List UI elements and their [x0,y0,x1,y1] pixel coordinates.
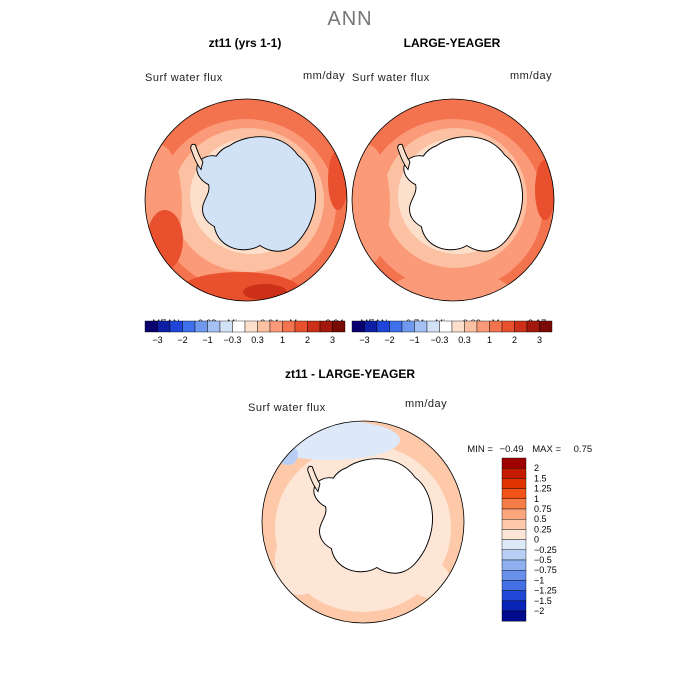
colorbar-tick-label: −1 [409,335,419,345]
diff-colorbar: 21.51.2510.750.50.250−0.25−0.5−0.75−1−1.… [501,457,557,622]
colorbar-swatch [501,600,527,612]
colorbar-tick-label: −1.25 [534,586,557,596]
colorbar-tick-label: −0.3 [224,335,242,345]
colorbar-swatch [501,478,527,489]
colorbar-tick-label: 0.25 [534,524,552,534]
colorbar-tick-label: 1 [487,335,492,345]
colorbar-swatch [169,320,183,333]
panel2-variable-label: Surf water flux [352,72,430,84]
colorbar-tick-label: −2 [177,335,187,345]
colorbar-tick-label: −0.5 [534,555,552,565]
colorbar-tick-label: 1 [534,494,539,504]
colorbar-swatch [294,320,308,333]
colorbar-swatch [232,320,246,333]
colorbar-swatch [501,529,527,540]
colorbar-swatch [364,320,378,333]
colorbar-swatch [307,320,321,333]
colorbar-swatch [414,320,428,333]
colorbar-tick-label: 0 [534,535,539,545]
colorbar-swatch [332,320,346,333]
diff-title: zt11 - LARGE-YEAGER [284,367,416,381]
colorbar-swatch [244,320,258,333]
colorbar-swatch [489,320,503,333]
panel2-units-label: mm/day [510,70,553,82]
colorbar-swatch [501,580,527,591]
panel1-map [144,98,348,302]
colorbar-tick-label: 2 [534,463,539,473]
colorbar-swatch [501,320,515,333]
colorbar-swatch [401,320,415,333]
colorbar-swatch [376,320,390,333]
panel1-colorbar: −3 −2 −1 −0.3 0.3 1 2 3 [144,320,346,345]
colorbar-swatch [439,320,453,333]
colorbar-tick-label: −1 [202,335,212,345]
colorbar-swatch [501,610,527,622]
colorbar-tick-label: 0.3 [251,335,264,345]
colorbar-swatch [501,590,527,601]
diff-units-label: mm/day [405,398,448,410]
panel1-title: zt11 (yrs 1-1) [208,36,282,50]
colorbar-swatch [269,320,283,333]
colorbar-swatch [144,320,158,333]
colorbar-tick-label: 3 [330,335,335,345]
panel2-map [351,98,555,302]
colorbar-tick-label: 3 [537,335,542,345]
colorbar-tick-label: 2 [305,335,310,345]
diff-map [261,420,465,624]
colorbar-swatch [464,320,478,333]
colorbar-swatch [282,320,296,333]
colorbar-swatch [501,539,527,550]
colorbar-swatch [319,320,333,333]
colorbar-tick-label: −0.75 [534,565,557,575]
colorbar-swatch [426,320,440,333]
colorbar-swatch [207,320,221,333]
colorbar-tick-label: 1.5 [534,473,547,483]
colorbar-tick-label: −2 [534,606,544,616]
panel2-title: LARGE-YEAGER [403,36,501,50]
colorbar-swatch [389,320,403,333]
colorbar-swatch [476,320,490,333]
colorbar-swatch [539,320,553,333]
colorbar-swatch [501,508,527,520]
diff-stats: MIN = −0.49 MAX = 0.75 [467,444,593,455]
colorbar-tick-label: 1.25 [534,484,552,494]
colorbar-swatch [501,559,527,571]
colorbar-swatch [501,570,527,581]
colorbar-tick-label: −1 [534,575,544,585]
colorbar-tick-label: −0.3 [431,335,449,345]
colorbar-swatch [351,320,365,333]
colorbar-tick-label: 1 [280,335,285,345]
panel1-units-label: mm/day [303,70,346,82]
panel1-variable-label: Surf water flux [145,72,223,84]
colorbar-swatch [501,549,527,561]
colorbar-swatch [194,320,208,333]
colorbar-swatch [501,498,527,510]
colorbar-swatch [182,320,196,333]
main-title: ANN [327,8,373,30]
colorbar-tick-label: −3 [359,335,369,345]
colorbar-swatch [451,320,465,333]
colorbar-swatch [501,468,527,479]
colorbar-tick-label: 0.3 [458,335,471,345]
colorbar-tick-label: −3 [152,335,162,345]
colorbar-swatch [257,320,271,333]
colorbar-swatch [157,320,171,333]
panel2-colorbar: −3 −2 −1 −0.3 0.3 1 2 3 [351,320,553,345]
colorbar-tick-label: −2 [384,335,394,345]
colorbar-swatch [501,457,527,469]
colorbar-tick-label: 0.5 [534,514,547,524]
colorbar-swatch [219,320,233,333]
colorbar-tick-label: −0.25 [534,545,557,555]
colorbar-swatch [501,488,527,500]
diff-variable-label: Surf water flux [248,402,326,414]
colorbar-swatch [514,320,528,333]
colorbar-tick-label: 2 [512,335,517,345]
colorbar-tick-label: 0.75 [534,504,552,514]
colorbar-swatch [501,519,527,530]
colorbar-swatch [526,320,540,333]
colorbar-tick-label: −1.5 [534,596,552,606]
